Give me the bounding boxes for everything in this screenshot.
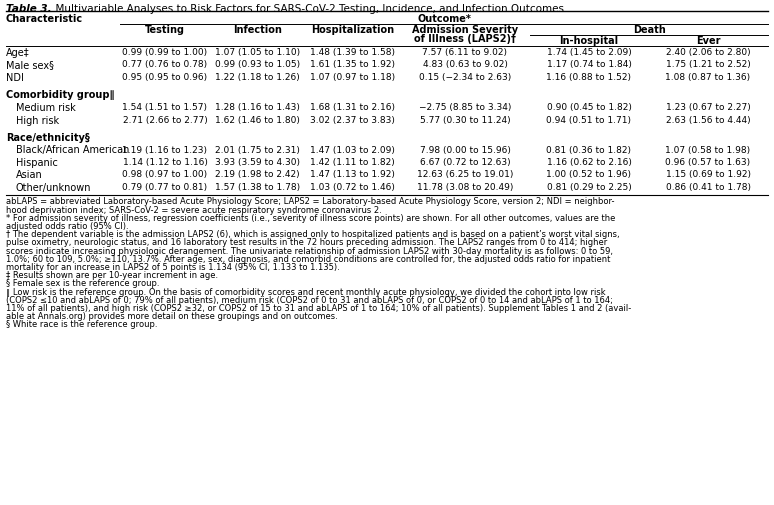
Text: Medium risk: Medium risk — [16, 103, 76, 113]
Text: −2.75 (8.85 to 3.34): −2.75 (8.85 to 3.34) — [419, 103, 511, 112]
Text: Other/unknown: Other/unknown — [16, 183, 91, 193]
Text: (COPS2 ≤10 and abLAPS of 0; 79% of all patients), medium risk (COPS2 of 0 to 31 : (COPS2 ≤10 and abLAPS of 0; 79% of all p… — [6, 296, 613, 305]
Text: 1.19 (1.16 to 1.23): 1.19 (1.16 to 1.23) — [122, 145, 207, 155]
Text: Death: Death — [632, 25, 666, 35]
Text: Black/African American: Black/African American — [16, 145, 129, 156]
Text: Asian: Asian — [16, 171, 43, 180]
Text: 0.98 (0.97 to 1.00): 0.98 (0.97 to 1.00) — [122, 171, 207, 179]
Text: 11.78 (3.08 to 20.49): 11.78 (3.08 to 20.49) — [417, 183, 513, 192]
Text: adjusted odds ratio (95% CI).: adjusted odds ratio (95% CI). — [6, 222, 128, 231]
Text: 1.74 (1.45 to 2.09): 1.74 (1.45 to 2.09) — [546, 48, 632, 57]
Text: 2.19 (1.98 to 2.42): 2.19 (1.98 to 2.42) — [215, 171, 300, 179]
Text: 4.83 (0.63 to 9.02): 4.83 (0.63 to 9.02) — [423, 61, 508, 70]
Text: 1.22 (1.18 to 1.26): 1.22 (1.18 to 1.26) — [215, 73, 300, 82]
Text: 0.81 (0.36 to 1.82): 0.81 (0.36 to 1.82) — [546, 145, 632, 155]
Text: 0.95 (0.95 to 0.96): 0.95 (0.95 to 0.96) — [122, 73, 207, 82]
Text: 1.23 (0.67 to 2.27): 1.23 (0.67 to 2.27) — [666, 103, 750, 112]
Text: § White race is the reference group.: § White race is the reference group. — [6, 321, 157, 329]
Text: 1.07 (1.05 to 1.10): 1.07 (1.05 to 1.10) — [215, 48, 300, 57]
Text: 1.42 (1.11 to 1.82): 1.42 (1.11 to 1.82) — [310, 158, 395, 167]
Text: ∥ Low risk is the reference group. On the basis of comorbidity scores and recent: ∥ Low risk is the reference group. On th… — [6, 288, 605, 297]
Text: 1.0%; 60 to 109, 5.0%; ≥110, 13.7%. After age, sex, diagnosis, and comorbid cond: 1.0%; 60 to 109, 5.0%; ≥110, 13.7%. Afte… — [6, 255, 611, 264]
Text: Outcome*: Outcome* — [417, 14, 471, 24]
Text: 1.57 (1.38 to 1.78): 1.57 (1.38 to 1.78) — [215, 183, 300, 192]
Text: 0.99 (0.99 to 1.00): 0.99 (0.99 to 1.00) — [122, 48, 207, 57]
Text: 0.77 (0.76 to 0.78): 0.77 (0.76 to 0.78) — [122, 61, 207, 70]
Text: 1.16 (0.62 to 2.16): 1.16 (0.62 to 2.16) — [546, 158, 632, 167]
Text: 1.48 (1.39 to 1.58): 1.48 (1.39 to 1.58) — [310, 48, 395, 57]
Text: 2.40 (2.06 to 2.80): 2.40 (2.06 to 2.80) — [666, 48, 750, 57]
Text: 3.93 (3.59 to 4.30): 3.93 (3.59 to 4.30) — [215, 158, 300, 167]
Text: 6.67 (0.72 to 12.63): 6.67 (0.72 to 12.63) — [420, 158, 510, 167]
Text: pulse oximetry, neurologic status, and 16 laboratory test results in the 72 hour: pulse oximetry, neurologic status, and 1… — [6, 238, 608, 247]
Text: NDI: NDI — [6, 73, 24, 83]
Text: Testing: Testing — [145, 25, 185, 35]
Text: 1.03 (0.72 to 1.46): 1.03 (0.72 to 1.46) — [310, 183, 395, 192]
Text: Infection: Infection — [233, 25, 282, 35]
Text: Multivariable Analyses to Risk Factors for SARS-CoV-2 Testing, Incidence, and In: Multivariable Analyses to Risk Factors f… — [49, 4, 564, 14]
Text: 12.63 (6.25 to 19.01): 12.63 (6.25 to 19.01) — [417, 171, 513, 179]
Text: 1.17 (0.74 to 1.84): 1.17 (0.74 to 1.84) — [546, 61, 632, 70]
Text: § Female sex is the reference group.: § Female sex is the reference group. — [6, 279, 159, 288]
Text: of Illness (LAPS2)†: of Illness (LAPS2)† — [414, 34, 516, 44]
Text: Characteristic: Characteristic — [6, 14, 83, 24]
Text: 3.02 (2.37 to 3.83): 3.02 (2.37 to 3.83) — [310, 116, 395, 125]
Text: 2.71 (2.66 to 2.77): 2.71 (2.66 to 2.77) — [122, 116, 207, 125]
Text: scores indicate increasing physiologic derangement. The univariate relationship : scores indicate increasing physiologic d… — [6, 247, 613, 256]
Text: 0.94 (0.51 to 1.71): 0.94 (0.51 to 1.71) — [546, 116, 632, 125]
Text: Male sex§: Male sex§ — [6, 61, 54, 71]
Text: 1.47 (1.13 to 1.92): 1.47 (1.13 to 1.92) — [310, 171, 395, 179]
Text: 0.86 (0.41 to 1.78): 0.86 (0.41 to 1.78) — [666, 183, 751, 192]
Text: able at Annals.org) provides more detail on these groupings and on outcomes.: able at Annals.org) provides more detail… — [6, 312, 337, 321]
Text: 1.14 (1.12 to 1.16): 1.14 (1.12 to 1.16) — [122, 158, 207, 167]
Text: ‡ Results shown are per 10-year increment in age.: ‡ Results shown are per 10-year incremen… — [6, 271, 218, 280]
Text: Ever: Ever — [696, 36, 721, 46]
Text: hood deprivation index; SARS-CoV-2 = severe acute respiratory syndrome coronavir: hood deprivation index; SARS-CoV-2 = sev… — [6, 206, 382, 215]
Text: Table 3.: Table 3. — [6, 4, 52, 14]
Text: 7.98 (0.00 to 15.96): 7.98 (0.00 to 15.96) — [420, 145, 510, 155]
Text: 1.08 (0.87 to 1.36): 1.08 (0.87 to 1.36) — [666, 73, 751, 82]
Text: 1.07 (0.58 to 1.98): 1.07 (0.58 to 1.98) — [666, 145, 751, 155]
Text: 1.54 (1.51 to 1.57): 1.54 (1.51 to 1.57) — [122, 103, 207, 112]
Text: 1.47 (1.03 to 2.09): 1.47 (1.03 to 2.09) — [310, 145, 395, 155]
Text: Admission Severity: Admission Severity — [412, 25, 518, 35]
Text: 0.15 (−2.34 to 2.63): 0.15 (−2.34 to 2.63) — [419, 73, 511, 82]
Text: mortality for an increase in LAPS2 of 5 points is 1.134 (95% CI, 1.133 to 1.135): mortality for an increase in LAPS2 of 5 … — [6, 263, 340, 272]
Text: † The dependent variable is the admission LAPS2 (6), which is assigned only to h: † The dependent variable is the admissio… — [6, 230, 620, 239]
Text: 1.61 (1.35 to 1.92): 1.61 (1.35 to 1.92) — [310, 61, 395, 70]
Text: Race/ethnicity§: Race/ethnicity§ — [6, 133, 90, 143]
Text: 11% of all patients), and high risk (COPS2 ≥32, or COPS2 of 15 to 31 and abLAPS : 11% of all patients), and high risk (COP… — [6, 304, 632, 313]
Text: 1.62 (1.46 to 1.80): 1.62 (1.46 to 1.80) — [215, 116, 300, 125]
Text: High risk: High risk — [16, 116, 59, 126]
Text: 1.07 (0.97 to 1.18): 1.07 (0.97 to 1.18) — [310, 73, 395, 82]
Text: 7.57 (6.11 to 9.02): 7.57 (6.11 to 9.02) — [423, 48, 508, 57]
Text: Hispanic: Hispanic — [16, 158, 58, 168]
Text: 2.63 (1.56 to 4.44): 2.63 (1.56 to 4.44) — [666, 116, 750, 125]
Text: In-hospital: In-hospital — [560, 36, 618, 46]
Text: 0.96 (0.57 to 1.63): 0.96 (0.57 to 1.63) — [666, 158, 751, 167]
Text: * For admission severity of illness, regression coefficients (i.e., severity of : * For admission severity of illness, reg… — [6, 214, 615, 223]
Text: 1.75 (1.21 to 2.52): 1.75 (1.21 to 2.52) — [666, 61, 750, 70]
Text: Age‡: Age‡ — [6, 48, 29, 58]
Text: 1.00 (0.52 to 1.96): 1.00 (0.52 to 1.96) — [546, 171, 632, 179]
Text: 1.28 (1.16 to 1.43): 1.28 (1.16 to 1.43) — [215, 103, 300, 112]
Text: 2.01 (1.75 to 2.31): 2.01 (1.75 to 2.31) — [215, 145, 300, 155]
Text: Hospitalization: Hospitalization — [311, 25, 394, 35]
Text: 0.81 (0.29 to 2.25): 0.81 (0.29 to 2.25) — [546, 183, 632, 192]
Text: 1.15 (0.69 to 1.92): 1.15 (0.69 to 1.92) — [666, 171, 751, 179]
Text: 5.77 (0.30 to 11.24): 5.77 (0.30 to 11.24) — [420, 116, 510, 125]
Text: 1.68 (1.31 to 2.16): 1.68 (1.31 to 2.16) — [310, 103, 395, 112]
Text: Comorbidity group∥: Comorbidity group∥ — [6, 90, 115, 100]
Text: abLAPS = abbreviated Laboratory-based Acute Physiology Score; LAPS2 = Laboratory: abLAPS = abbreviated Laboratory-based Ac… — [6, 197, 615, 207]
Text: 0.99 (0.93 to 1.05): 0.99 (0.93 to 1.05) — [215, 61, 300, 70]
Text: 0.90 (0.45 to 1.82): 0.90 (0.45 to 1.82) — [546, 103, 632, 112]
Text: 1.16 (0.88 to 1.52): 1.16 (0.88 to 1.52) — [546, 73, 632, 82]
Text: 0.79 (0.77 to 0.81): 0.79 (0.77 to 0.81) — [122, 183, 207, 192]
